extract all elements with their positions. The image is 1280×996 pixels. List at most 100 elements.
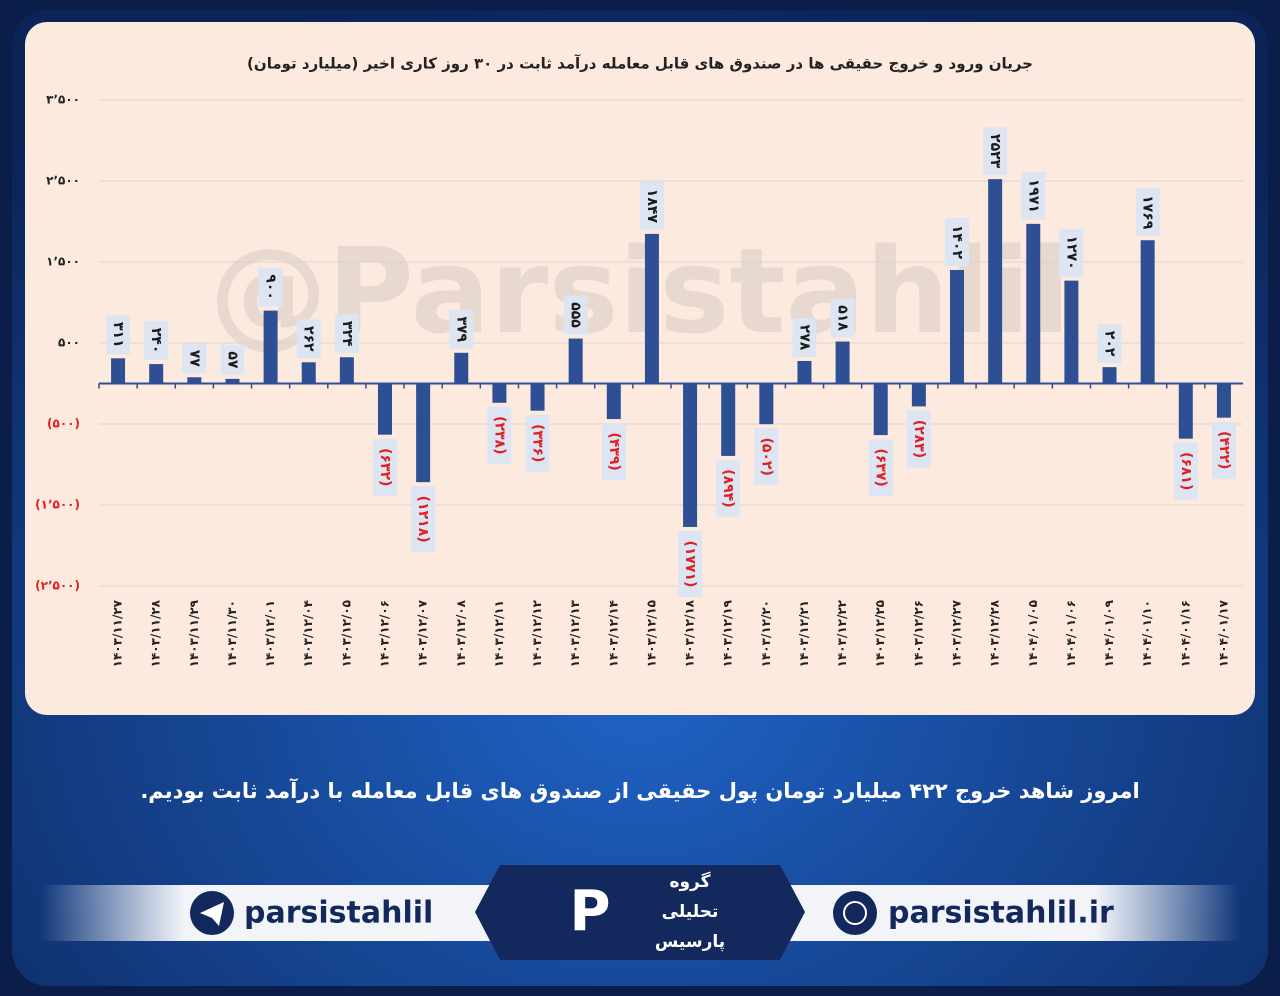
value-label: (۲۸۳): [911, 420, 927, 458]
value-label-box: [1021, 171, 1046, 220]
web-glyph: [843, 901, 867, 925]
x-tick-label: ۱۴۰۳/۱۱/۲۷: [111, 599, 125, 667]
x-tick-label: ۱۴۰۳/۱۲/۱۲: [530, 599, 544, 667]
bar: [149, 364, 164, 384]
chart-panel: [25, 22, 1255, 715]
bar: [187, 377, 202, 384]
bar: [530, 383, 545, 411]
value-label: ۵۱۸: [835, 305, 851, 331]
x-tick-label: ۱۴۰۳/۱۲/۰۴: [301, 600, 315, 667]
chart-title: جریان ورود و خروج حقیقی ها در صندوق های …: [247, 55, 1033, 73]
value-label: (۶۸۱): [1178, 452, 1194, 490]
y-tick-label: ۵۰۰: [58, 336, 80, 350]
bar: [683, 383, 698, 527]
y-tick-label: ۱٬۵۰۰: [46, 255, 80, 269]
bar: [1026, 223, 1041, 384]
y-tick-label: (۵۰۰): [47, 417, 80, 431]
value-label: ۱۸۴۷: [644, 189, 660, 224]
x-tick-label: ۱۴۰۴/۰۱/۰۵: [1026, 600, 1040, 667]
telegram-glyph: [200, 902, 224, 926]
y-tick-label: (۲٬۵۰۰): [35, 579, 80, 593]
caption: امروز شاهد خروج ۴۲۲ میلیارد تومان پول حق…: [140, 778, 1139, 804]
bar: [759, 383, 774, 425]
logo-mark: P: [569, 879, 610, 944]
bar: [301, 362, 316, 384]
value-label-box: [258, 267, 283, 307]
value-label-box: [487, 406, 512, 464]
value-label-box: [754, 428, 779, 486]
value-label: ۵۷: [224, 351, 240, 369]
value-label: ۱۷۶۹: [1140, 195, 1156, 230]
value-label-box: [449, 309, 474, 349]
y-tick-label: (۱٬۵۰۰): [35, 498, 80, 512]
x-tick-label: ۱۴۰۳/۱۲/۰۶: [378, 600, 392, 667]
value-label-box: [1173, 442, 1198, 500]
value-label: (۶۳۲): [377, 448, 393, 486]
value-label: (۶۳۷): [873, 448, 889, 486]
x-tick-label: ۱۴۰۳/۱۲/۰۸: [454, 599, 468, 667]
x-tick-label: ۱۴۰۳/۱۲/۱۱: [492, 600, 506, 667]
value-label-box: [296, 319, 321, 359]
value-label: ۳۱۱: [110, 322, 126, 348]
bar: [988, 179, 1003, 384]
value-label-box: [334, 314, 359, 354]
value-label-box: [220, 344, 245, 375]
value-label: (۳۳۶): [530, 424, 546, 462]
x-tick-label: ۱۴۰۴/۰۱/۰۶: [1064, 600, 1078, 667]
bar: [568, 338, 583, 384]
x-tick-label: ۱۴۰۳/۱۲/۱۹: [721, 599, 735, 667]
website[interactable]: parsistahlil.ir: [888, 896, 1114, 931]
bar: [454, 352, 469, 384]
value-label-box: [144, 321, 169, 361]
x-tick-label: ۱۴۰۳/۱۲/۲۱: [797, 600, 811, 667]
value-label: ۲۶۲: [301, 326, 317, 352]
bar: [378, 383, 392, 435]
x-tick-label: ۱۴۰۳/۱۲/۰۷: [416, 599, 430, 667]
bar: [797, 360, 812, 384]
value-label: (۵۰۲): [758, 437, 774, 475]
bar: [1064, 280, 1079, 384]
logo-text: گروه: [669, 871, 710, 892]
telegram-handle[interactable]: parsistahlil: [244, 896, 433, 931]
web-icon: [833, 891, 877, 935]
value-label: (۴۲۲): [1216, 431, 1232, 469]
value-label-box: [411, 486, 436, 553]
bar: [721, 383, 736, 456]
value-label-box: [601, 423, 626, 481]
value-label: ۲۷۸: [796, 325, 812, 351]
bar: [416, 383, 431, 483]
value-label-box: [792, 317, 817, 357]
x-tick-label: ۱۴۰۳/۱۲/۲۷: [950, 599, 964, 667]
bar: [1216, 383, 1231, 418]
bar: [1102, 367, 1117, 384]
x-tick-label: ۱۴۰۳/۱۲/۱۳: [568, 599, 582, 667]
x-tick-label: ۱۴۰۳/۱۱/۲۸: [149, 599, 163, 667]
value-label-box: [1059, 228, 1084, 277]
value-label: (۴۳۹): [606, 432, 622, 470]
y-tick-label: ۲٬۵۰۰: [46, 174, 80, 188]
x-tick-label: ۱۴۰۳/۱۲/۰۱: [263, 600, 277, 667]
x-tick-label: ۱۴۰۳/۱۲/۱۵: [644, 600, 658, 667]
value-label: ۱۲۷۰: [1063, 236, 1079, 270]
value-label: ۲۵۲۳: [987, 134, 1003, 169]
value-label: (۸۹۴): [720, 469, 736, 507]
x-tick-label: ۱۴۰۳/۱۲/۲۰: [759, 600, 773, 667]
logo-text: پارسیس: [655, 932, 725, 952]
value-label: ۲۰۲: [1102, 331, 1118, 357]
x-tick-label: ۱۴۰۴/۰۱/۱۶: [1178, 600, 1192, 667]
value-label: ۱۴۰۲: [949, 225, 965, 260]
bar: [1178, 383, 1193, 439]
bar: [111, 358, 126, 384]
bar: [911, 383, 926, 407]
logo-text: تحلیلی: [662, 902, 719, 922]
value-label: ۲۴۰: [148, 328, 164, 354]
x-tick-label: ۱۴۰۴/۰۱/۱۷: [1216, 599, 1230, 667]
value-label-box: [1135, 188, 1160, 237]
value-label-box: [1211, 421, 1236, 479]
bar: [835, 341, 850, 384]
value-label: (۱۷۷۱): [682, 540, 698, 587]
plot: ۳٬۵۰۰ ۲٬۵۰۰ ۱٬۵۰۰ ۵۰۰ (۵۰۰) (۱٬۵۰۰) (۲٬۵۰۰) ۳۱۱…: [35, 93, 1243, 667]
value-label-box: [716, 459, 741, 517]
value-label-box: [868, 439, 893, 497]
x-tick-label: ۱۴۰۳/۱۱/۳۰: [225, 600, 239, 667]
